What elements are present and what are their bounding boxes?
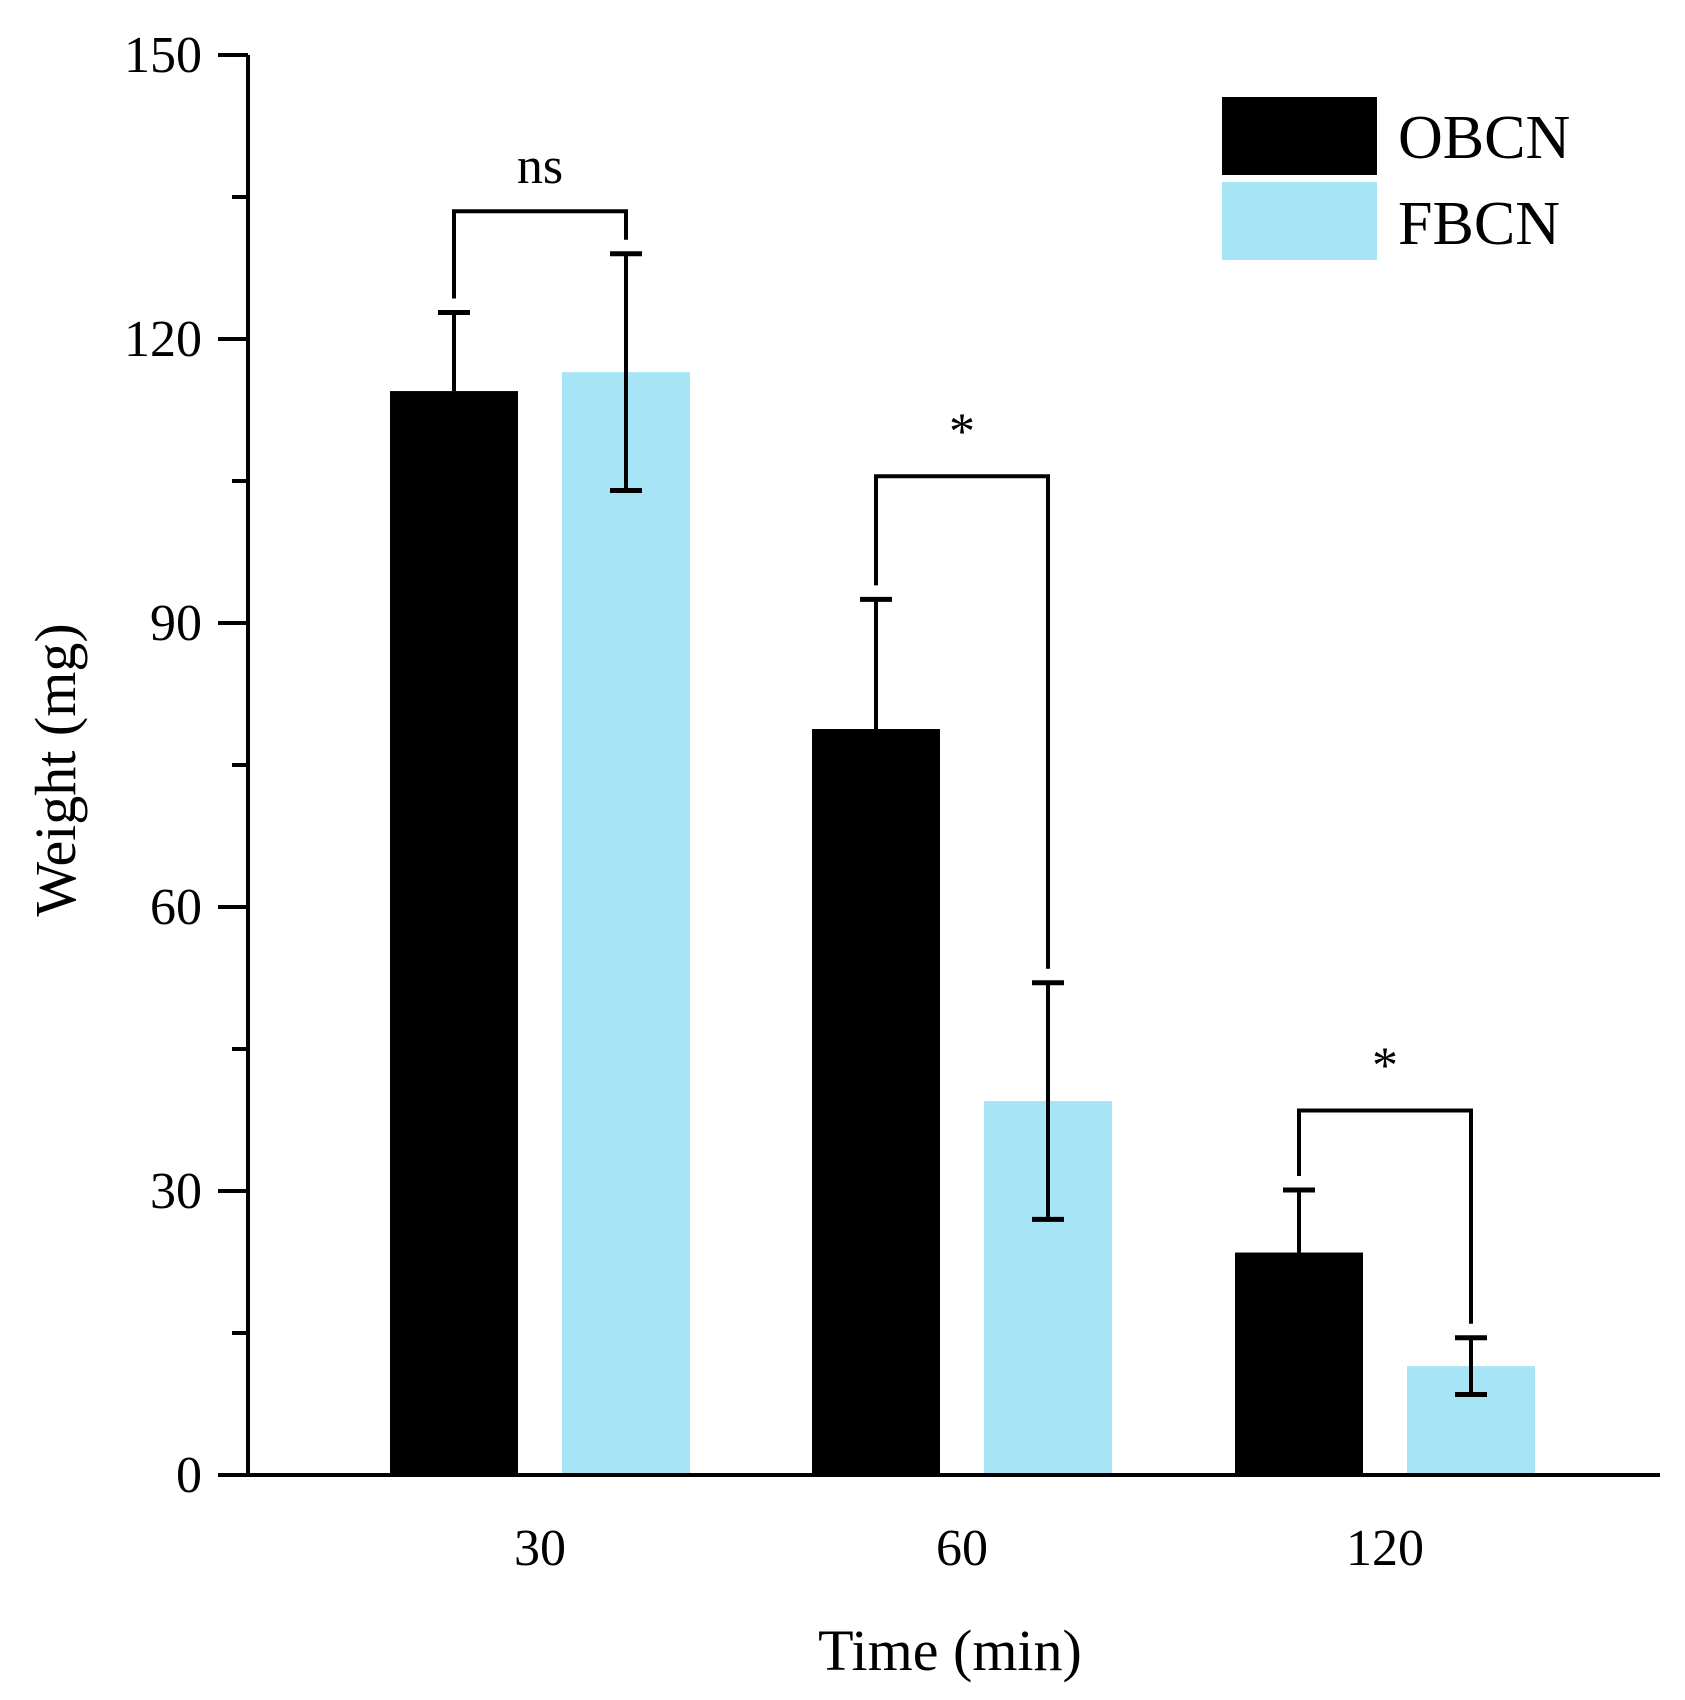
error-bar-fbcn-60 bbox=[1032, 980, 1064, 1222]
y-tick-label: 30 bbox=[150, 1163, 202, 1220]
bar-fbcn-30 bbox=[562, 372, 690, 1476]
significance-bracket-120: * bbox=[1297, 1038, 1473, 1324]
y-tick-label: 0 bbox=[176, 1447, 202, 1504]
significance-bracket-30: ns bbox=[452, 138, 628, 299]
significance-label: * bbox=[949, 403, 975, 460]
legend: OBCN FBCN bbox=[1222, 97, 1570, 260]
error-bar-obcn-60 bbox=[860, 596, 892, 730]
significance-bracket-60: * bbox=[874, 403, 1050, 969]
significance-bracket-line bbox=[1297, 1108, 1473, 1324]
significance-label: * bbox=[1372, 1038, 1398, 1095]
error-bars-layer bbox=[438, 251, 1487, 1398]
error-bar-obcn-120 bbox=[1283, 1187, 1315, 1253]
y-tick-label: 120 bbox=[124, 311, 202, 368]
y-tick-label: 150 bbox=[124, 27, 202, 84]
error-bar-fbcn-120 bbox=[1455, 1335, 1487, 1398]
y-tick-label: 90 bbox=[150, 595, 202, 652]
x-axis-title: Time (min) bbox=[818, 1618, 1082, 1683]
bar-obcn-30 bbox=[390, 391, 518, 1476]
ticks-layer: 0 30 60 90 120 150 30 60 120 bbox=[124, 27, 1424, 1577]
significance-bracket-line bbox=[874, 474, 1050, 969]
x-tick-label: 30 bbox=[514, 1520, 566, 1577]
error-bar-obcn-30 bbox=[438, 309, 470, 392]
legend-swatch-fbcn bbox=[1222, 182, 1377, 260]
legend-swatch-obcn bbox=[1222, 97, 1377, 175]
significance-bracket-line bbox=[452, 209, 628, 299]
bar-obcn-60 bbox=[812, 729, 940, 1475]
y-tick-label: 60 bbox=[150, 879, 202, 936]
x-tick-label: 60 bbox=[936, 1520, 988, 1577]
bar-obcn-120 bbox=[1235, 1252, 1363, 1475]
y-axis-title: Weight (mg) bbox=[23, 623, 88, 916]
significance-layer: ns * * bbox=[452, 138, 1473, 1324]
error-bar-fbcn-30 bbox=[610, 251, 642, 493]
bars-layer bbox=[390, 372, 1535, 1476]
legend-label-fbcn: FBCN bbox=[1398, 190, 1560, 258]
significance-label: ns bbox=[517, 138, 563, 195]
x-tick-label: 120 bbox=[1346, 1520, 1424, 1577]
legend-label-obcn: OBCN bbox=[1398, 104, 1570, 172]
